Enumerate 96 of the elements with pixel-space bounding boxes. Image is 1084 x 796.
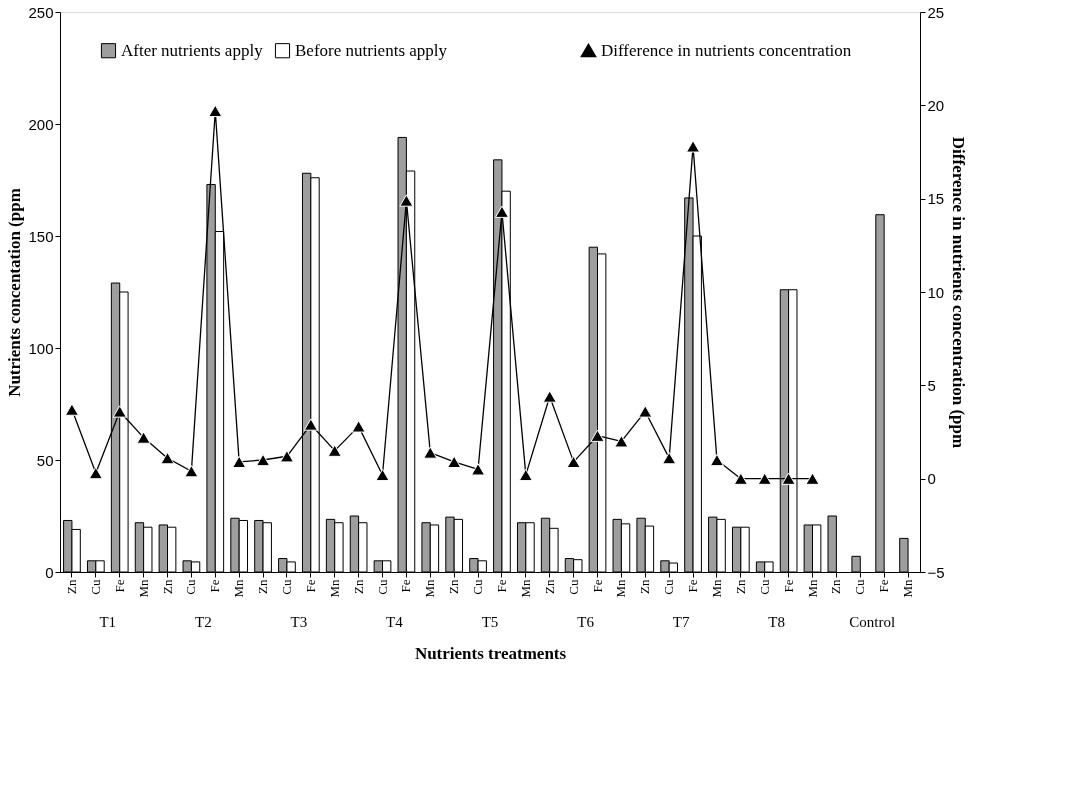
x-tick-label: Mn bbox=[613, 579, 629, 598]
y-tick-label: 150 bbox=[28, 227, 54, 245]
point bbox=[232, 455, 247, 469]
point bbox=[638, 405, 653, 418]
y2-tick-label: 25 bbox=[927, 3, 945, 21]
x-tick-label: Cu bbox=[565, 579, 581, 595]
x-tick-label: Cu bbox=[470, 579, 486, 595]
point bbox=[566, 455, 581, 469]
text: T7 bbox=[672, 614, 690, 630]
point bbox=[399, 194, 414, 207]
text: T1 bbox=[99, 614, 117, 630]
y-tick-label: 250 bbox=[28, 3, 54, 21]
x-tick-label: Fe bbox=[589, 579, 605, 593]
x-tick-label: Zn bbox=[63, 579, 79, 594]
point bbox=[136, 431, 151, 444]
y2-tick-label: 5 bbox=[927, 376, 936, 394]
x-tick-label: Fe bbox=[493, 579, 509, 593]
x-tick-label: Cu bbox=[661, 579, 677, 595]
x-tick-label: Cu bbox=[278, 579, 294, 595]
text: T4 bbox=[386, 614, 404, 630]
text: T8 bbox=[768, 614, 785, 630]
x-tick-label: Mn bbox=[231, 579, 247, 598]
point bbox=[662, 451, 677, 465]
y2-tick-label: 0 bbox=[927, 470, 936, 488]
y2-tick-label: 20 bbox=[927, 96, 945, 114]
x-tick-label: Zn bbox=[541, 579, 557, 594]
x-tick-label: Fe bbox=[111, 579, 127, 593]
x-tick-label: Mn bbox=[326, 579, 342, 598]
y2-tick-label: −5 bbox=[927, 563, 945, 581]
x-tick-label: Cu bbox=[852, 579, 868, 595]
x-tick-label: Zn bbox=[159, 579, 175, 594]
point bbox=[256, 453, 271, 467]
y-tick-label: 100 bbox=[28, 339, 54, 357]
text: T3 bbox=[290, 614, 308, 630]
point bbox=[351, 420, 366, 433]
x-tick-label: Fe bbox=[398, 579, 414, 593]
x-tick-label: Fe bbox=[876, 579, 892, 593]
x-tick-label: Fe bbox=[685, 579, 701, 593]
point bbox=[88, 466, 103, 480]
point bbox=[542, 390, 557, 403]
x-tick-label: Fe bbox=[780, 579, 796, 593]
x-tick-label: Mn bbox=[422, 579, 438, 598]
x-tick-label: Zn bbox=[255, 579, 271, 594]
point bbox=[208, 104, 223, 118]
point bbox=[781, 472, 796, 485]
point bbox=[279, 450, 294, 463]
point bbox=[686, 140, 701, 153]
y2-tick-label: 10 bbox=[927, 283, 945, 301]
point bbox=[64, 403, 79, 416]
x-tick-label: Zn bbox=[637, 579, 653, 594]
x-tick-label: Cu bbox=[183, 579, 199, 595]
point bbox=[494, 205, 509, 218]
y-tick-label: 50 bbox=[36, 451, 54, 469]
x-tick-label: Zn bbox=[350, 579, 366, 594]
point bbox=[590, 429, 605, 442]
legend-label: After nutrients apply bbox=[121, 40, 264, 60]
x-tick-label: Zn bbox=[828, 579, 844, 594]
point bbox=[375, 468, 390, 482]
legend-label: Before nutrients apply bbox=[295, 40, 448, 60]
text: T2 bbox=[195, 614, 212, 630]
point bbox=[303, 418, 318, 431]
x-tick-label: Zn bbox=[446, 579, 462, 594]
point bbox=[447, 455, 462, 469]
text: T5 bbox=[481, 614, 499, 630]
x-tick-label: Cu bbox=[87, 579, 103, 595]
x-tick-label: Cu bbox=[756, 579, 772, 595]
text: T6 bbox=[577, 614, 595, 630]
point bbox=[733, 472, 748, 485]
point bbox=[327, 444, 342, 457]
x-axis-title: Nutrients treatments bbox=[414, 643, 567, 663]
point bbox=[709, 453, 724, 467]
x-tick-label: Mn bbox=[900, 579, 916, 598]
x-tick-label: Fe bbox=[302, 579, 318, 593]
x-tick-label: Mn bbox=[135, 579, 151, 598]
y2-axis-title: Difference in nutrients concentration (ppm bbox=[948, 136, 968, 449]
x-tick-label: Fe bbox=[207, 579, 223, 593]
point bbox=[805, 472, 820, 485]
x-tick-label: Cu bbox=[374, 579, 390, 595]
y2-tick-label: 15 bbox=[927, 190, 945, 208]
x-tick-label: Mn bbox=[804, 579, 820, 598]
legend-label: Difference in nutrients concentration bbox=[601, 40, 852, 60]
y-axis-title: Nutrients concentation (ppm bbox=[5, 188, 25, 397]
point bbox=[184, 465, 199, 478]
point bbox=[614, 435, 629, 448]
x-tick-label: Mn bbox=[708, 579, 724, 598]
point bbox=[757, 472, 772, 485]
y-tick-label: 200 bbox=[28, 115, 54, 133]
point bbox=[160, 451, 175, 465]
point bbox=[518, 468, 533, 482]
x-tick-label: Zn bbox=[732, 579, 748, 594]
y-tick-label: 0 bbox=[45, 563, 54, 581]
x-tick-label: Mn bbox=[517, 579, 533, 598]
point bbox=[112, 405, 127, 418]
point bbox=[423, 446, 438, 459]
point bbox=[471, 463, 486, 476]
text: Control bbox=[849, 614, 896, 630]
